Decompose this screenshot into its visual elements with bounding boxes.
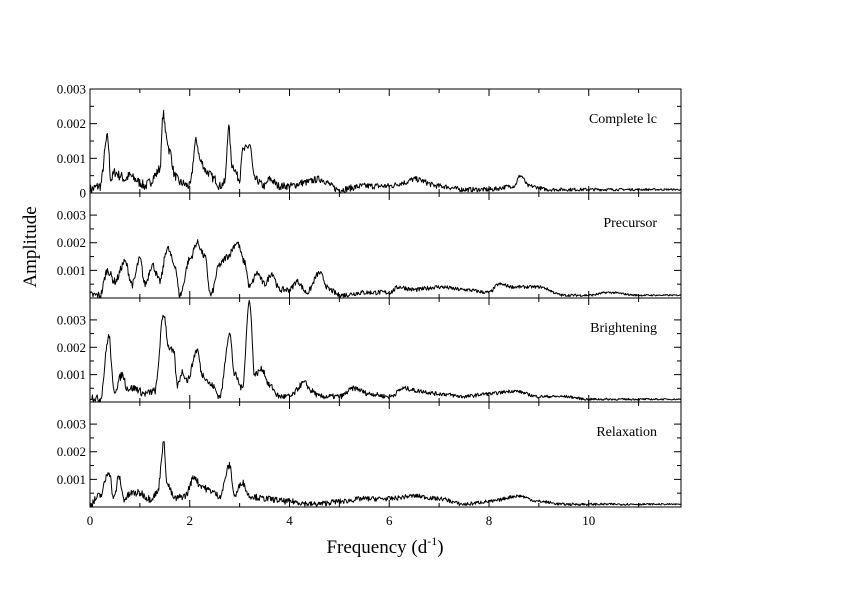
y-tick-label: 0.003 xyxy=(57,312,86,327)
panel-4: 0.001 0.002 0.003 Relaxation xyxy=(57,401,682,508)
x-tick-label: 0 xyxy=(87,513,94,528)
series-line xyxy=(89,109,682,194)
x-axis-title: Frequency (d-1) xyxy=(326,534,443,558)
y-tick-label: 0.001 xyxy=(57,263,86,278)
series-line xyxy=(89,239,682,299)
x-axis-title-superscript: -1 xyxy=(427,534,437,548)
panel-frame xyxy=(89,297,682,403)
y-tick-label: 0.003 xyxy=(57,82,86,97)
panel-label: Precursor xyxy=(603,216,657,231)
x-axis: 0 2 4 6 8 10 xyxy=(87,513,595,528)
y-axis-title: Amplitude xyxy=(20,206,41,287)
panel-1: 0 0.001 0.002 0.003 Complete lc xyxy=(57,82,682,201)
y-tick-label: 0 xyxy=(80,186,87,201)
panel-frame xyxy=(89,192,682,299)
y-tick-label: 0.001 xyxy=(57,151,86,166)
x-tick-label: 2 xyxy=(186,513,193,528)
x-tick-label: 10 xyxy=(582,513,595,528)
y-tick-label: 0.002 xyxy=(57,444,86,459)
y-tick-label: 0.003 xyxy=(57,417,86,432)
panel-2: 0.001 0.002 0.003 Precursor xyxy=(57,192,682,299)
y-tick-label: 0.002 xyxy=(57,340,86,355)
series-line xyxy=(89,299,682,403)
y-tick-label: 0.002 xyxy=(57,116,86,131)
panel-3: 0.001 0.002 0.003 Brightening xyxy=(57,297,682,403)
panel-frame xyxy=(89,401,682,508)
y-tick-label: 0.002 xyxy=(57,235,86,250)
x-axis-title-main: Frequency (d xyxy=(326,537,427,558)
x-tick-label: 8 xyxy=(486,513,493,528)
y-tick-label: 0.001 xyxy=(57,367,86,382)
panel-label: Complete lc xyxy=(589,112,657,127)
y-tick-label: 0.003 xyxy=(57,208,86,223)
x-tick-label: 4 xyxy=(286,513,293,528)
panel-label: Brightening xyxy=(590,321,657,336)
panel-label: Relaxation xyxy=(596,425,657,440)
series-line xyxy=(89,441,681,508)
x-axis-title-close: ) xyxy=(437,537,443,558)
x-tick-label: 6 xyxy=(386,513,393,528)
y-tick-label: 0.001 xyxy=(57,472,86,487)
